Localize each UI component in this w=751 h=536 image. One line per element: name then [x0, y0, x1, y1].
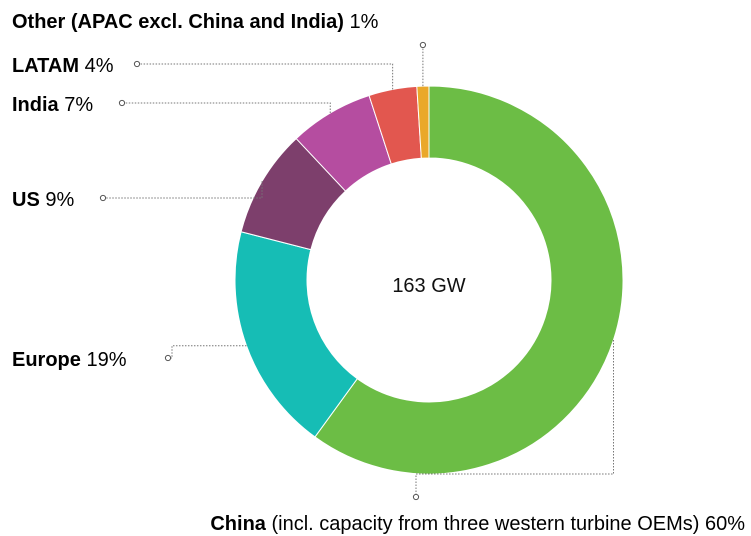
leader-latam — [140, 63, 394, 90]
label-india: India 7% — [12, 94, 93, 116]
leader-china — [415, 339, 615, 494]
leader-india — [125, 102, 331, 114]
marker-india — [118, 99, 126, 107]
leader-europe — [170, 345, 247, 359]
marker-other — [419, 41, 427, 49]
label-china: China (incl. capacity from three western… — [210, 513, 745, 535]
label-europe: Europe 19% — [12, 349, 127, 371]
marker-europe — [164, 354, 172, 362]
label-other: Other (APAC excl. China and India) 1% — [12, 11, 379, 33]
label-latam: LATAM 4% — [12, 55, 114, 77]
center-label: 163 GW — [392, 275, 465, 297]
marker-china — [412, 493, 420, 501]
leader-us — [106, 181, 263, 199]
label-us: US 9% — [12, 189, 74, 211]
slice-china — [314, 85, 624, 475]
leader-lines — [99, 41, 615, 501]
donut-slices — [234, 85, 624, 475]
marker-latam — [133, 60, 141, 68]
marker-us — [99, 194, 107, 202]
slice-other — [416, 85, 430, 159]
